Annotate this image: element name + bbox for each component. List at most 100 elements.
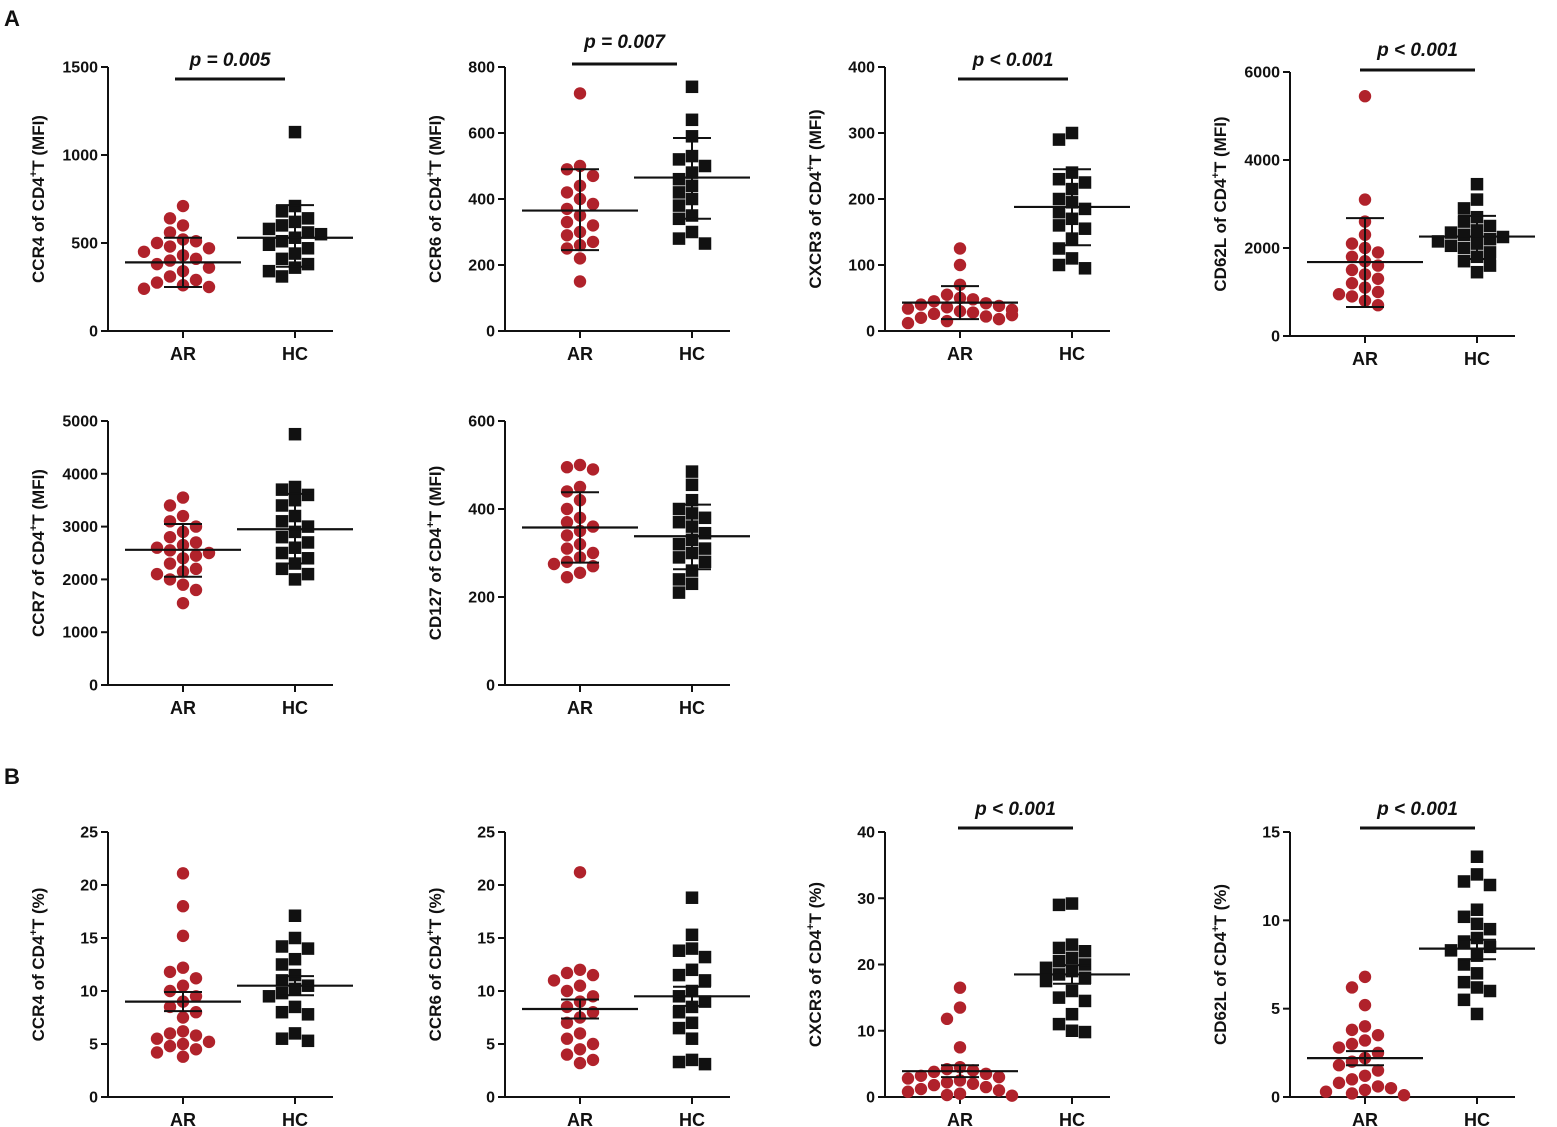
y-tick-label: 2000 <box>62 572 98 589</box>
data-point-hc <box>275 940 289 953</box>
y-tick-label: 600 <box>468 414 495 431</box>
data-point-ar <box>163 965 177 979</box>
chart-a1: 0 500 1000 1500 AR HC CCR4 of CD4+T (MFI) p = 0… <box>28 50 353 364</box>
data-point-ar <box>176 979 190 992</box>
data-point-hc <box>275 958 289 971</box>
y-tick-label: 10 <box>80 984 98 1001</box>
x-tick-label-ar: AR <box>947 1110 973 1127</box>
data-point-ar <box>1371 1046 1385 1060</box>
data-point-hc <box>1483 940 1497 954</box>
data-point-hc <box>685 942 699 955</box>
data-point-ar <box>176 867 190 880</box>
y-axis-title: CCR4 of CD4+T (MFI) <box>28 115 48 283</box>
data-point-hc <box>698 237 712 250</box>
data-point-ar <box>202 1035 216 1049</box>
data-point-hc <box>301 552 315 565</box>
chart-a2: 0 200 400 600 800 AR HC CCR6 of CD4+T (MFI) p = … <box>425 32 750 364</box>
data-point-ar <box>189 549 203 562</box>
data-point-ar <box>163 212 177 225</box>
data-point-hc <box>672 968 686 982</box>
data-point-hc <box>1052 172 1066 186</box>
data-point-ar <box>1319 1085 1333 1098</box>
chart-b3: 0 10 20 30 40 AR HC CXCR3 of CD4+T (%) p < 0.001 <box>805 799 1130 1127</box>
data-point-hc <box>1470 868 1484 881</box>
data-point-hc <box>275 270 289 283</box>
data-point-hc <box>1078 202 1092 216</box>
data-point-hc <box>275 205 289 218</box>
data-point-hc <box>1457 993 1471 1007</box>
data-point-hc <box>1052 898 1066 912</box>
data-point-hc <box>1470 850 1484 863</box>
data-point-hc <box>1052 991 1066 1004</box>
data-point-ar <box>573 480 587 494</box>
data-point-hc <box>262 264 276 278</box>
data-point-ar <box>940 1088 954 1102</box>
data-point-ar <box>547 974 561 987</box>
y-tick-label: 0 <box>486 324 495 341</box>
x-tick-label-hc: HC <box>679 698 705 718</box>
data-point-ar <box>927 295 941 308</box>
data-point-hc <box>1078 262 1092 275</box>
data-point-ar <box>979 310 993 323</box>
data-point-hc <box>1483 922 1497 936</box>
data-point-ar <box>940 288 954 301</box>
data-point-ar <box>1345 237 1359 250</box>
data-point-hc <box>698 950 712 964</box>
data-point-hc <box>1483 219 1497 233</box>
data-point-hc <box>1052 258 1066 272</box>
data-point-ar <box>560 984 574 998</box>
data-point-hc <box>288 968 302 982</box>
data-point-hc <box>1457 875 1471 888</box>
data-point-hc <box>1078 176 1092 189</box>
x-tick-label-ar: AR <box>567 698 593 718</box>
data-point-ar <box>953 278 967 291</box>
data-point-hc <box>685 1053 699 1067</box>
y-tick-label: 5 <box>89 1037 98 1054</box>
data-point-hc <box>275 219 289 232</box>
data-point-hc <box>275 483 289 496</box>
data-point-hc <box>1457 241 1471 255</box>
y-tick-label: 200 <box>848 192 875 209</box>
data-point-ar <box>202 280 216 294</box>
y-axis-title: CCR7 of CD4+T (MFI) <box>28 469 48 637</box>
data-point-hc <box>1052 133 1066 146</box>
data-point-hc <box>685 1016 699 1030</box>
data-point-hc <box>1078 945 1092 958</box>
data-point-ar <box>1384 1081 1398 1095</box>
chart-a4: 0 2000 4000 6000 AR HC CD62L of CD4+T (MFI) p <… <box>1210 40 1535 369</box>
data-point-hc <box>1065 1007 1079 1021</box>
data-point-ar <box>1345 277 1359 290</box>
y-tick-label: 15 <box>477 931 495 948</box>
data-point-hc <box>301 226 315 239</box>
data-point-hc <box>1457 910 1471 924</box>
y-tick-label: 2000 <box>1244 241 1280 258</box>
data-point-hc <box>301 1034 315 1048</box>
x-tick-label-ar: AR <box>567 1110 593 1127</box>
data-point-ar <box>573 87 587 100</box>
y-tick-label: 1000 <box>62 148 98 165</box>
data-point-ar <box>573 275 587 288</box>
data-point-hc <box>275 1032 289 1045</box>
y-tick-label: 600 <box>468 126 495 143</box>
data-point-ar <box>189 1006 203 1019</box>
data-point-hc <box>1078 994 1092 1008</box>
data-point-ar <box>163 557 177 570</box>
data-point-ar <box>560 1048 574 1061</box>
x-tick-label-ar: AR <box>947 344 973 364</box>
x-tick-label-hc: HC <box>282 344 308 364</box>
data-point-ar <box>940 301 954 314</box>
y-tick-label: 0 <box>1271 1090 1280 1107</box>
data-point-ar <box>914 311 928 324</box>
data-point-hc <box>288 952 302 966</box>
data-point-ar <box>953 258 967 272</box>
data-point-ar <box>163 254 177 267</box>
data-point-ar <box>1371 1080 1385 1093</box>
data-point-ar <box>560 186 574 199</box>
data-point-ar <box>150 1032 164 1045</box>
data-point-hc <box>672 515 686 529</box>
data-point-ar <box>176 199 190 213</box>
x-tick-label-ar: AR <box>170 344 196 364</box>
data-point-ar <box>560 1032 574 1045</box>
data-point-hc <box>1065 1024 1079 1037</box>
